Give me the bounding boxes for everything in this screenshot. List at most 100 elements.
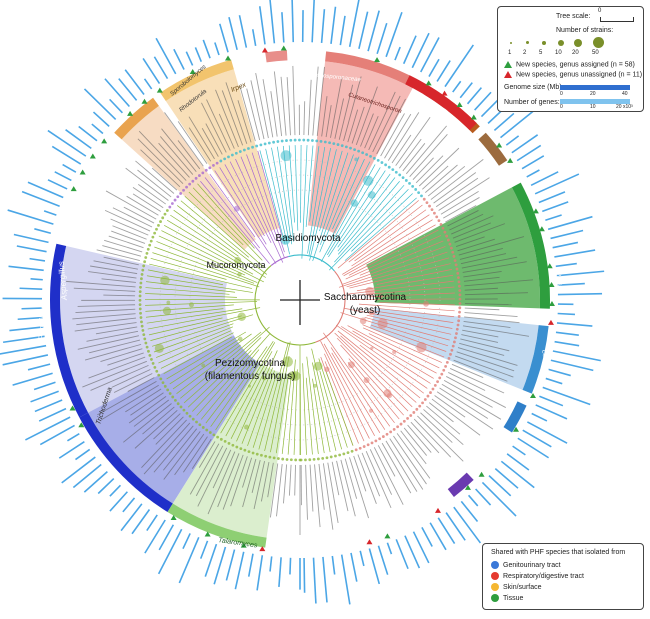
leaf-label <box>372 95 401 153</box>
saccharo-branches <box>340 312 449 347</box>
leaf-label <box>207 451 236 515</box>
leaf-dot <box>451 344 455 348</box>
leaf-dot <box>429 391 432 394</box>
genome-bar <box>359 550 365 567</box>
leaf-dot <box>398 173 402 177</box>
band-pichia <box>511 182 550 309</box>
strain-size-label: 20 <box>572 50 579 56</box>
genome-bar <box>225 549 236 581</box>
leaf-dot <box>458 302 462 305</box>
leaf-dot <box>385 432 389 436</box>
leaf-label <box>344 458 358 499</box>
leaf-dot <box>439 222 443 226</box>
new-species-triangle <box>546 263 553 269</box>
genome-bar <box>555 262 577 268</box>
leaf-label <box>137 169 172 198</box>
genome-bar <box>7 209 54 225</box>
leaf-label <box>398 138 422 169</box>
basidio-branches <box>307 146 326 254</box>
tree-branches <box>144 145 455 456</box>
leaf-dot <box>409 414 413 417</box>
leaf-label <box>316 66 325 136</box>
leaf-label <box>110 218 149 236</box>
leaf-label <box>369 449 393 495</box>
leaf-label <box>413 418 452 458</box>
strain-node <box>290 371 301 381</box>
leaf-dot <box>426 394 430 398</box>
leaf-dot <box>142 264 146 268</box>
saccharo-branches <box>320 340 370 439</box>
legend-item-genitourinary: Genitourinary tract <box>491 561 561 569</box>
leaf-label <box>189 443 220 495</box>
leaf-dot <box>294 458 298 462</box>
leaf-label <box>387 112 420 161</box>
genome-bar <box>367 10 380 52</box>
pezizo-branches <box>319 370 343 450</box>
genome-bar <box>475 488 492 506</box>
leaf-dot <box>458 306 462 310</box>
pezizo-branches <box>166 219 243 266</box>
leaf-label <box>158 142 190 178</box>
genome-bar <box>228 16 238 50</box>
leaf-dot <box>452 255 456 258</box>
leaf-dot <box>243 448 247 452</box>
leaf-dot <box>163 384 167 388</box>
phylum-basidiomycota: Basidiomycota <box>275 233 340 244</box>
pezizo-branches <box>150 257 227 280</box>
leaf-label <box>389 438 424 490</box>
leaf-label <box>336 460 349 512</box>
pezizo-branches <box>302 363 307 455</box>
leaf-dot <box>163 212 167 216</box>
leaf-label <box>462 329 499 338</box>
genome-bar <box>178 537 200 584</box>
genome-bar <box>506 453 530 471</box>
strain-node <box>350 199 358 207</box>
pezizo-branches <box>152 252 260 288</box>
leaf-dot <box>219 437 223 441</box>
genome-bar <box>516 144 542 162</box>
leaf-label <box>451 363 484 378</box>
pezizo-branches <box>169 339 240 385</box>
genome-bar <box>43 210 57 216</box>
leaf-label <box>74 322 137 332</box>
genome-bar <box>474 91 492 111</box>
saccharo-branches <box>337 330 421 399</box>
genome-bar <box>16 245 47 253</box>
genome-bar <box>542 386 591 406</box>
leaf-dot <box>454 336 457 340</box>
pezizo-branches <box>210 346 268 427</box>
new-species-triangle <box>259 546 266 552</box>
leaf-dot <box>325 456 329 460</box>
saccharo-branches <box>334 332 413 408</box>
leaf-dot <box>344 145 348 149</box>
strain-node <box>368 309 375 316</box>
leaf-label <box>222 454 244 510</box>
leaf-dot <box>159 220 162 223</box>
leaf-label <box>237 100 252 143</box>
pezizo-branches <box>270 356 290 453</box>
band-red-arc <box>405 75 477 131</box>
basidio-branches <box>271 147 290 242</box>
basidio-branches <box>300 145 302 223</box>
genome-bar <box>376 22 388 55</box>
leaf-label <box>463 271 502 278</box>
leaf-label <box>443 379 493 408</box>
strain-node <box>244 424 250 430</box>
pezizo-branches <box>153 323 234 353</box>
saccharo-branches <box>340 335 417 403</box>
genes-scale-bar <box>560 99 630 104</box>
pezizo-branches <box>318 358 348 448</box>
new-species-triangle <box>170 515 177 521</box>
genome-bar <box>437 517 456 545</box>
leaf-dot <box>401 176 405 180</box>
leaf-label <box>177 121 208 164</box>
genome-bar <box>428 58 440 77</box>
leaf-dot <box>445 234 449 238</box>
leaf-dot <box>165 209 169 212</box>
leaf-dot <box>277 457 280 460</box>
leaf-label <box>95 326 138 335</box>
leaf-dot <box>143 260 147 264</box>
genome-bar <box>213 546 227 585</box>
new-species-triangle <box>189 68 196 74</box>
leaf-dot <box>349 146 352 150</box>
